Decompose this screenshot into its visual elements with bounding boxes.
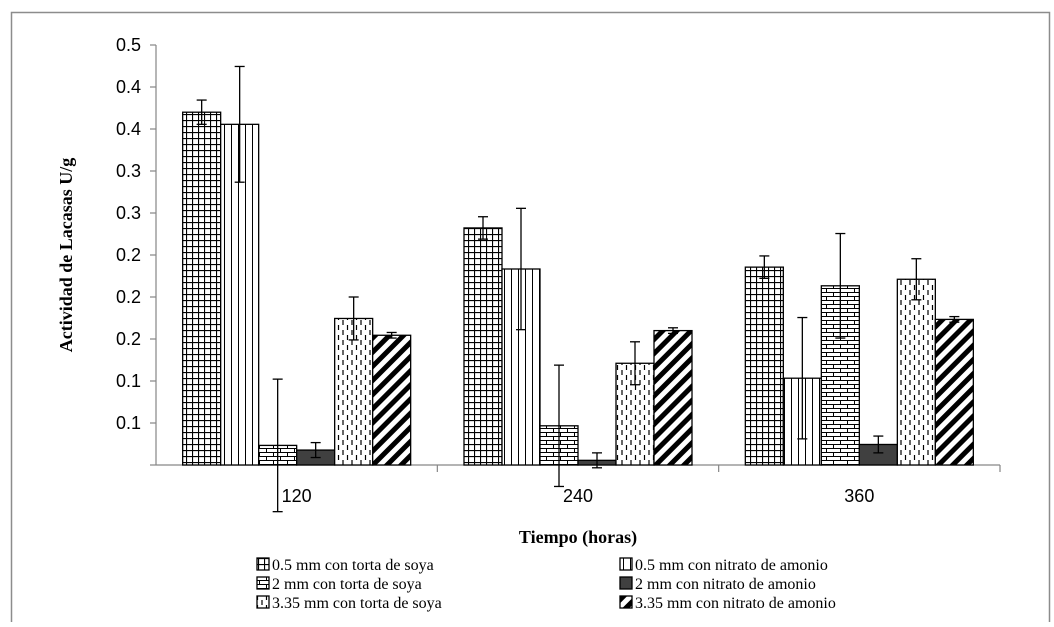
y-tick-label: 0.4: [116, 119, 141, 139]
legend-swatch: [256, 557, 270, 571]
bar: [896, 278, 936, 466]
y-tick-label: 0.2: [116, 329, 141, 349]
legend-label: 2 mm con torta de soya: [272, 576, 422, 593]
y-tick-label: 0.4: [116, 77, 141, 97]
bar: [744, 266, 784, 466]
y-tick-label: 0.1: [116, 371, 141, 391]
y-tick-label: 0.1: [116, 413, 141, 433]
legend-swatch: [619, 576, 633, 590]
x-tick-label: 360: [844, 486, 874, 506]
y-tick-label: 0.2: [116, 287, 141, 307]
bar: [934, 318, 974, 466]
legend-label: 0.5 mm con torta de soya: [272, 557, 434, 574]
x-tick-label: 240: [563, 486, 593, 506]
bar: [372, 334, 412, 466]
legend-swatch: [256, 576, 270, 590]
bar: [182, 111, 222, 466]
bar: [653, 329, 693, 466]
chart-border: [10, 11, 1051, 627]
x-tick-label: 120: [282, 486, 312, 506]
y-tick-label: 0.3: [116, 203, 141, 223]
y-tick-label: 0.2: [116, 245, 141, 265]
legend-label: 3.35 mm con nitrato de amonio: [635, 595, 836, 612]
legend-label: 3.35 mm con torta de soya: [272, 595, 442, 612]
legend: 0.5 mm con torta de soya 0.5 mm con nitra…: [256, 557, 836, 612]
legend-label: 2 mm con nitrato de amonio: [635, 576, 816, 593]
y-tick-label: 0.5: [116, 35, 141, 55]
legend-swatch: [619, 595, 633, 609]
legend-label: 0.5 mm con nitrato de amonio: [635, 557, 828, 574]
legend-swatch: [619, 557, 633, 571]
y-axis-title: Actividad de Lacasas U/g: [56, 158, 76, 353]
y-tick-label: 0.3: [116, 161, 141, 181]
x-axis-title: Tiempo (horas): [519, 527, 637, 548]
bar: [463, 227, 503, 466]
legend-swatch: [256, 595, 270, 609]
